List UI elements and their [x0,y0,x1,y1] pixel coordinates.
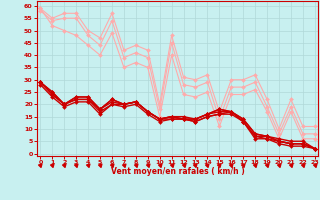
Point [145,163,150,166]
Point [312,163,317,166]
Point [205,163,210,166]
Point [193,163,198,166]
Point [265,163,270,166]
Point [157,163,162,166]
Point [229,163,234,166]
Point [98,163,103,166]
Point [241,163,246,166]
Point [217,163,222,166]
Point [288,163,293,166]
X-axis label: Vent moyen/en rafales ( km/h ): Vent moyen/en rafales ( km/h ) [111,167,244,176]
Point [121,163,126,166]
Point [62,163,67,166]
Point [133,163,138,166]
Point [109,163,115,166]
Point [300,163,306,166]
Point [50,163,55,166]
Point [276,163,282,166]
Point [252,163,258,166]
Point [85,163,91,166]
Point [38,163,43,166]
Point [169,163,174,166]
Point [74,163,79,166]
Point [181,163,186,166]
